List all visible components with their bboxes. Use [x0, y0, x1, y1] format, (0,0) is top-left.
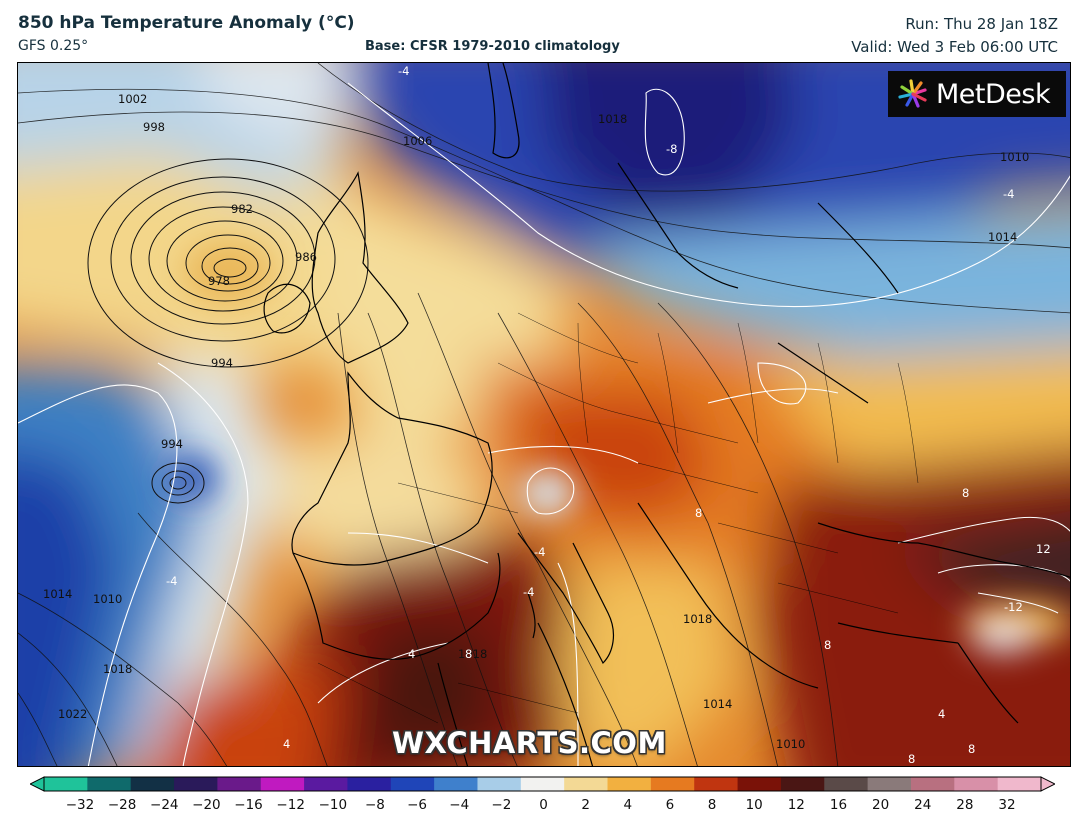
isobar-label: 998	[143, 120, 165, 134]
colorbar-min-extension	[30, 776, 45, 792]
anomaly-contour-label: -4	[534, 545, 545, 559]
colorbar-tick-label: −32	[65, 797, 95, 813]
isobar-label: 1014	[703, 697, 732, 711]
colorbar-cell	[260, 777, 305, 791]
colorbar-tick-label: −20	[192, 797, 221, 813]
colorbar-cell	[867, 777, 912, 791]
wxcharts-watermark: WXCHARTS.COM	[392, 726, 667, 760]
isobar-label: 982	[231, 202, 253, 216]
colorbar	[30, 776, 1055, 792]
colorbar-cell	[390, 777, 435, 791]
colorbar-tick-label: −24	[150, 797, 179, 813]
isobar-label: 1014	[43, 587, 72, 601]
anomaly-contour-label: -4	[398, 64, 409, 78]
colorbar-tick-label: 10	[745, 797, 763, 813]
anomaly-field: 1002 998 1006 982 986 978 994 994 1010 1014 1014 10…	[18, 63, 1070, 766]
colorbar-cell	[997, 777, 1042, 791]
anomaly-contour-label: -4	[523, 585, 534, 599]
colorbar-cell	[44, 777, 88, 791]
isobar-label: 994	[161, 437, 183, 451]
isobar-label: 1014	[988, 230, 1017, 244]
colorbar-cell	[564, 777, 609, 791]
colorbar-tick-label: 4	[623, 797, 633, 813]
isobar-label: 978	[208, 274, 230, 288]
isobar-label: 1018	[103, 662, 132, 676]
anomaly-contour-label: -4	[1003, 187, 1014, 201]
colorbar-tick-label: 12	[787, 797, 805, 813]
chart-title: 850 hPa Temperature Anomaly (°C)	[18, 13, 355, 33]
colorbar-cell	[520, 777, 565, 791]
colorbar-tick-label: −16	[234, 797, 263, 813]
anomaly-contour-label: -8	[666, 142, 677, 156]
colorbar-tick-label: −6	[407, 797, 428, 813]
anomaly-contour-label: 8	[824, 638, 831, 652]
colorbar-cell	[434, 777, 479, 791]
anomaly-contour-label: -4	[166, 574, 177, 588]
anomaly-contour-label: -12	[1004, 600, 1023, 614]
anomaly-contour-label: 4	[938, 707, 945, 721]
isobar-label: 1018	[683, 612, 712, 626]
colorbar-cell	[607, 777, 652, 791]
colorbar-max-extension	[1040, 776, 1055, 792]
colorbar-cell	[737, 777, 782, 791]
colorbar-tick-label: −4	[449, 797, 470, 813]
colorbar-cell	[174, 777, 218, 791]
colorbar-cell	[477, 777, 522, 791]
isobar-label: 1006	[403, 134, 432, 148]
anomaly-contour-label: 8	[962, 486, 969, 500]
metdesk-logo: MetDesk	[888, 71, 1066, 117]
colorbar-cell	[347, 777, 392, 791]
colorbar-cell	[87, 777, 132, 791]
metdesk-logo-text: MetDesk	[936, 78, 1051, 110]
colorbar-tick-label: 24	[914, 797, 932, 813]
colorbar-tick-label: 2	[581, 797, 590, 813]
colorbar-tick-label: −2	[491, 797, 512, 813]
colorbar-tick-label: −10	[318, 797, 348, 813]
colorbar-tick-label: 8	[707, 797, 717, 813]
climatology-base-label: Base: CFSR 1979-2010 climatology	[365, 39, 620, 54]
anomaly-contour-label: 4	[283, 737, 290, 751]
anomaly-contour-label: 12	[1036, 542, 1051, 556]
colorbar-cell	[304, 777, 349, 791]
anomaly-contour-label: 8	[908, 752, 915, 766]
colorbar-tick-label: 32	[998, 797, 1016, 813]
isobar-label: 994	[211, 356, 233, 370]
metdesk-starburst-icon	[898, 79, 927, 108]
model-label: GFS 0.25°	[18, 38, 89, 54]
isobar-label: 1018	[598, 112, 627, 126]
anomaly-contour-label: 8	[695, 506, 702, 520]
colorbar-tick-label: 16	[829, 797, 848, 813]
colorbar-tick-label: −12	[276, 797, 305, 813]
anomaly-contour-label: 8	[968, 742, 975, 756]
colorbar-cell	[954, 777, 999, 791]
anomaly-contour-label: 4	[408, 647, 415, 661]
isobar-label: 1010	[1000, 150, 1029, 164]
valid-time-label: Valid: Wed 3 Feb 06:00 UTC	[851, 38, 1058, 56]
isobar-label: 986	[295, 250, 317, 264]
isobar-label: 1010	[93, 592, 122, 606]
anomaly-contour-label: 8	[465, 647, 472, 661]
isobar-label: 1022	[58, 707, 87, 721]
colorbar-tick-label: −8	[365, 797, 385, 813]
isobar-label: 1002	[118, 92, 147, 106]
colorbar-tick-label: 20	[871, 797, 890, 813]
colorbar-tick-label: 28	[956, 797, 974, 813]
colorbar-cell	[650, 777, 695, 791]
colorbar-cell	[910, 777, 955, 791]
weather-map[interactable]: 1002 998 1006 982 986 978 994 994 1010 1014 1014 10…	[17, 62, 1071, 767]
isobar-label: 1018	[458, 647, 487, 661]
colorbar-tick-label: −28	[107, 797, 137, 813]
colorbar-cell	[694, 777, 739, 791]
colorbar-cell	[130, 777, 175, 791]
colorbar-cell	[824, 777, 869, 791]
colorbar-cell	[217, 777, 262, 791]
isobar-label: 1010	[776, 737, 805, 751]
colorbar-tick-label: 0	[539, 797, 548, 813]
colorbar-cell	[780, 777, 825, 791]
colorbar-tick-label: 6	[665, 797, 675, 813]
run-time-label: Run: Thu 28 Jan 18Z	[905, 15, 1058, 33]
